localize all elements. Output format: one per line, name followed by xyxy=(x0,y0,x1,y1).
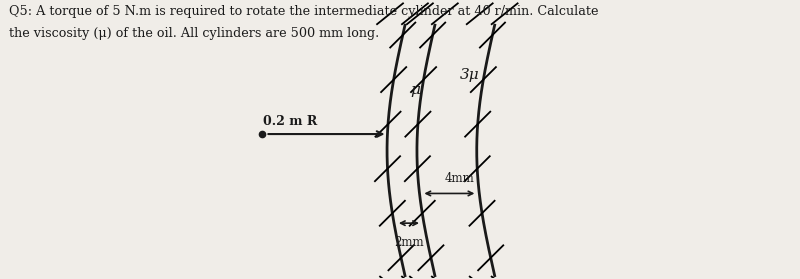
Text: 4mm: 4mm xyxy=(445,172,474,184)
Text: 0.2 m R: 0.2 m R xyxy=(263,115,318,128)
Text: the viscosity (μ) of the oil. All cylinders are 500 mm long.: the viscosity (μ) of the oil. All cylind… xyxy=(10,27,380,40)
Text: μ: μ xyxy=(410,83,420,97)
Text: Q5: A torque of 5 N.m is required to rotate the intermediate cylinder at 40 r/mi: Q5: A torque of 5 N.m is required to rot… xyxy=(10,5,599,18)
Text: 3μ: 3μ xyxy=(460,68,479,82)
Text: 2mm: 2mm xyxy=(394,236,424,249)
